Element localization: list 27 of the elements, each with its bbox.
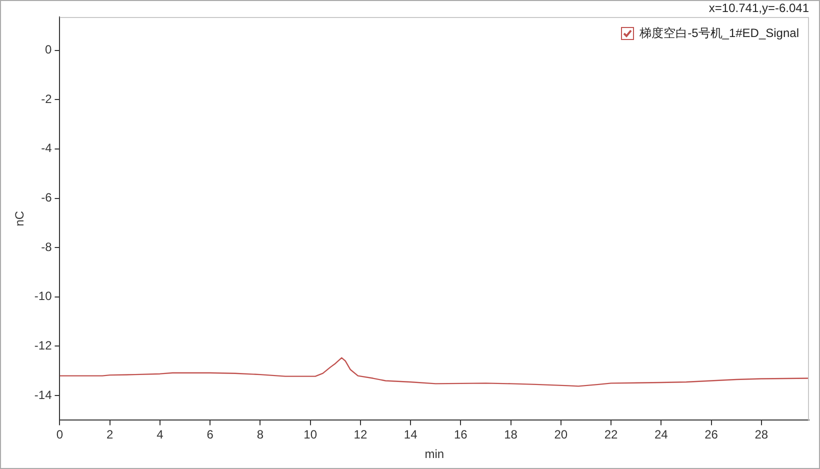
legend-label: 梯度空白-5号机_1#ED_Signal bbox=[640, 25, 799, 42]
y-tick-label: -8 bbox=[41, 240, 52, 254]
y-tick-label: -2 bbox=[41, 92, 52, 106]
x-tick-label: 18 bbox=[504, 428, 518, 442]
text: x=10.741,y=-6.041 bbox=[708, 1, 809, 15]
x-tick-label: 0 bbox=[56, 428, 64, 442]
x-axis-title: min bbox=[424, 447, 444, 462]
x-tick-label: 8 bbox=[256, 428, 264, 442]
x-tick-label: 24 bbox=[654, 428, 668, 442]
y-tick-label: -6 bbox=[41, 190, 52, 205]
y-tick-label: -14 bbox=[34, 388, 52, 402]
x-tick-label: 26 bbox=[704, 428, 718, 442]
x-tick-label: 4 bbox=[156, 428, 164, 442]
x-tick-label: 28 bbox=[754, 428, 768, 442]
x-tick-label: 2 bbox=[106, 428, 114, 442]
x-tick-label: 12 bbox=[354, 428, 368, 442]
y-axis-title: nC bbox=[12, 210, 27, 226]
x-tick-label: 22 bbox=[604, 428, 618, 442]
y-tick-label: 0 bbox=[45, 42, 52, 57]
x-tick-label: 20 bbox=[554, 428, 568, 442]
y-tick-label: -4 bbox=[41, 141, 52, 156]
x-tick-label: 6 bbox=[206, 428, 214, 442]
y-tick-label: -12 bbox=[34, 338, 52, 353]
y-tick-label: -10 bbox=[34, 289, 52, 304]
x-tick-label: 14 bbox=[404, 428, 418, 442]
x-tick-label: 16 bbox=[454, 428, 468, 442]
x-tick-label: 10 bbox=[304, 428, 318, 442]
